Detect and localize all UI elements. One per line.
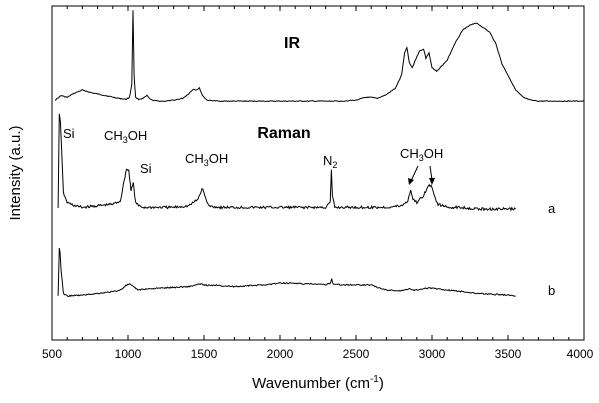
series-letter-b: b [548,283,555,298]
series-letter-a: a [548,201,556,216]
arrow-left-line [410,165,419,182]
series-line-raman-a [57,113,516,212]
x-axis-label: Wavenumber (cm-1) [252,374,384,392]
y-axis-label: Intensity (a.u.) [7,125,24,220]
arrow-left-head [408,178,414,185]
x-tick-label: 500 [42,347,62,361]
x-axis-tick-labels: 500 1000 1500 2000 2500 3000 3500 4000 [42,347,594,361]
ir-section-label: IR [284,35,300,52]
annotation-arrows [408,165,435,185]
annotation-si-2: Si [140,161,152,176]
x-tick-label: 1500 [191,347,218,361]
x-tick-label: 2500 [343,347,370,361]
arrow-right-head [429,178,435,185]
x-tick-label: 1000 [115,347,142,361]
arrow-right-line [429,165,433,181]
raman-section-label: Raman [257,125,310,142]
annotation-ch3oh-1: CH3OH [104,128,147,145]
annotation-ch3oh-3: CH3OH [400,146,443,163]
series-line-ir [54,10,585,103]
x-tick-label: 3500 [495,347,522,361]
annotation-n2: N2 [323,153,337,170]
x-tick-label: 3000 [419,347,446,361]
x-tick-label: 2000 [267,347,294,361]
x-tick-label: 4000 [567,347,594,361]
series-line-raman-b [57,248,516,298]
x-axis-ticks [51,6,585,340]
plot-frame [51,5,585,341]
annotation-ch3oh-2: CH3OH [185,151,228,168]
annotation-si-1: Si [63,126,75,141]
